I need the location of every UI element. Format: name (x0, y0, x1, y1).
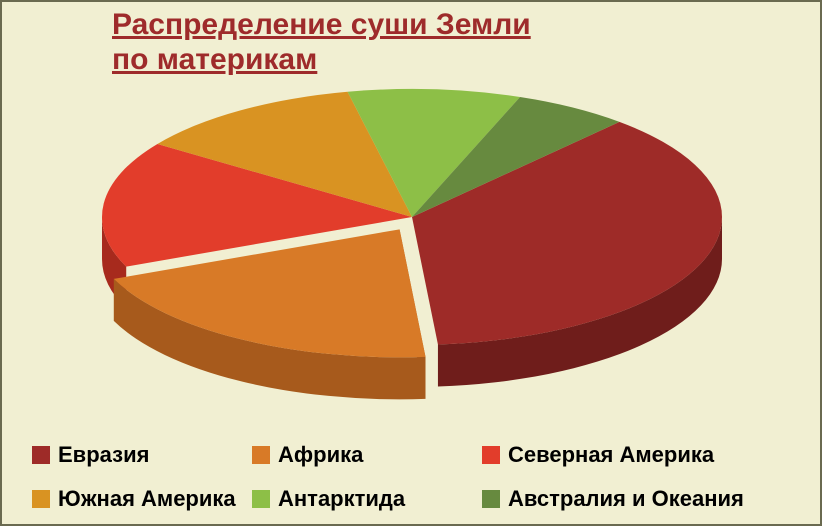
legend-item: Северная Америка (482, 442, 802, 468)
legend-swatch (32, 446, 50, 464)
legend-label: Австралия и Океания (508, 486, 744, 512)
legend-item: Австралия и Океания (482, 486, 802, 512)
legend-label: Евразия (58, 442, 149, 468)
legend-swatch (252, 490, 270, 508)
legend-item: Южная Америка (32, 486, 252, 512)
chart-legend: Евразия Африка Северная Америка Южная Амери… (32, 442, 802, 512)
legend-label: Африка (278, 442, 363, 468)
legend-item: Евразия (32, 442, 252, 468)
legend-item: Антарктида (252, 486, 482, 512)
legend-label: Южная Америка (58, 486, 236, 512)
legend-swatch (32, 490, 50, 508)
legend-label: Антарктида (278, 486, 405, 512)
chart-container: Распределение суши Землипо материкам Евр… (0, 0, 822, 526)
legend-swatch (482, 446, 500, 464)
pie-chart (52, 82, 772, 402)
legend-swatch (482, 490, 500, 508)
legend-swatch (252, 446, 270, 464)
legend-label: Северная Америка (508, 442, 714, 468)
chart-title: Распределение суши Землипо материкам (112, 8, 531, 77)
legend-item: Африка (252, 442, 482, 468)
